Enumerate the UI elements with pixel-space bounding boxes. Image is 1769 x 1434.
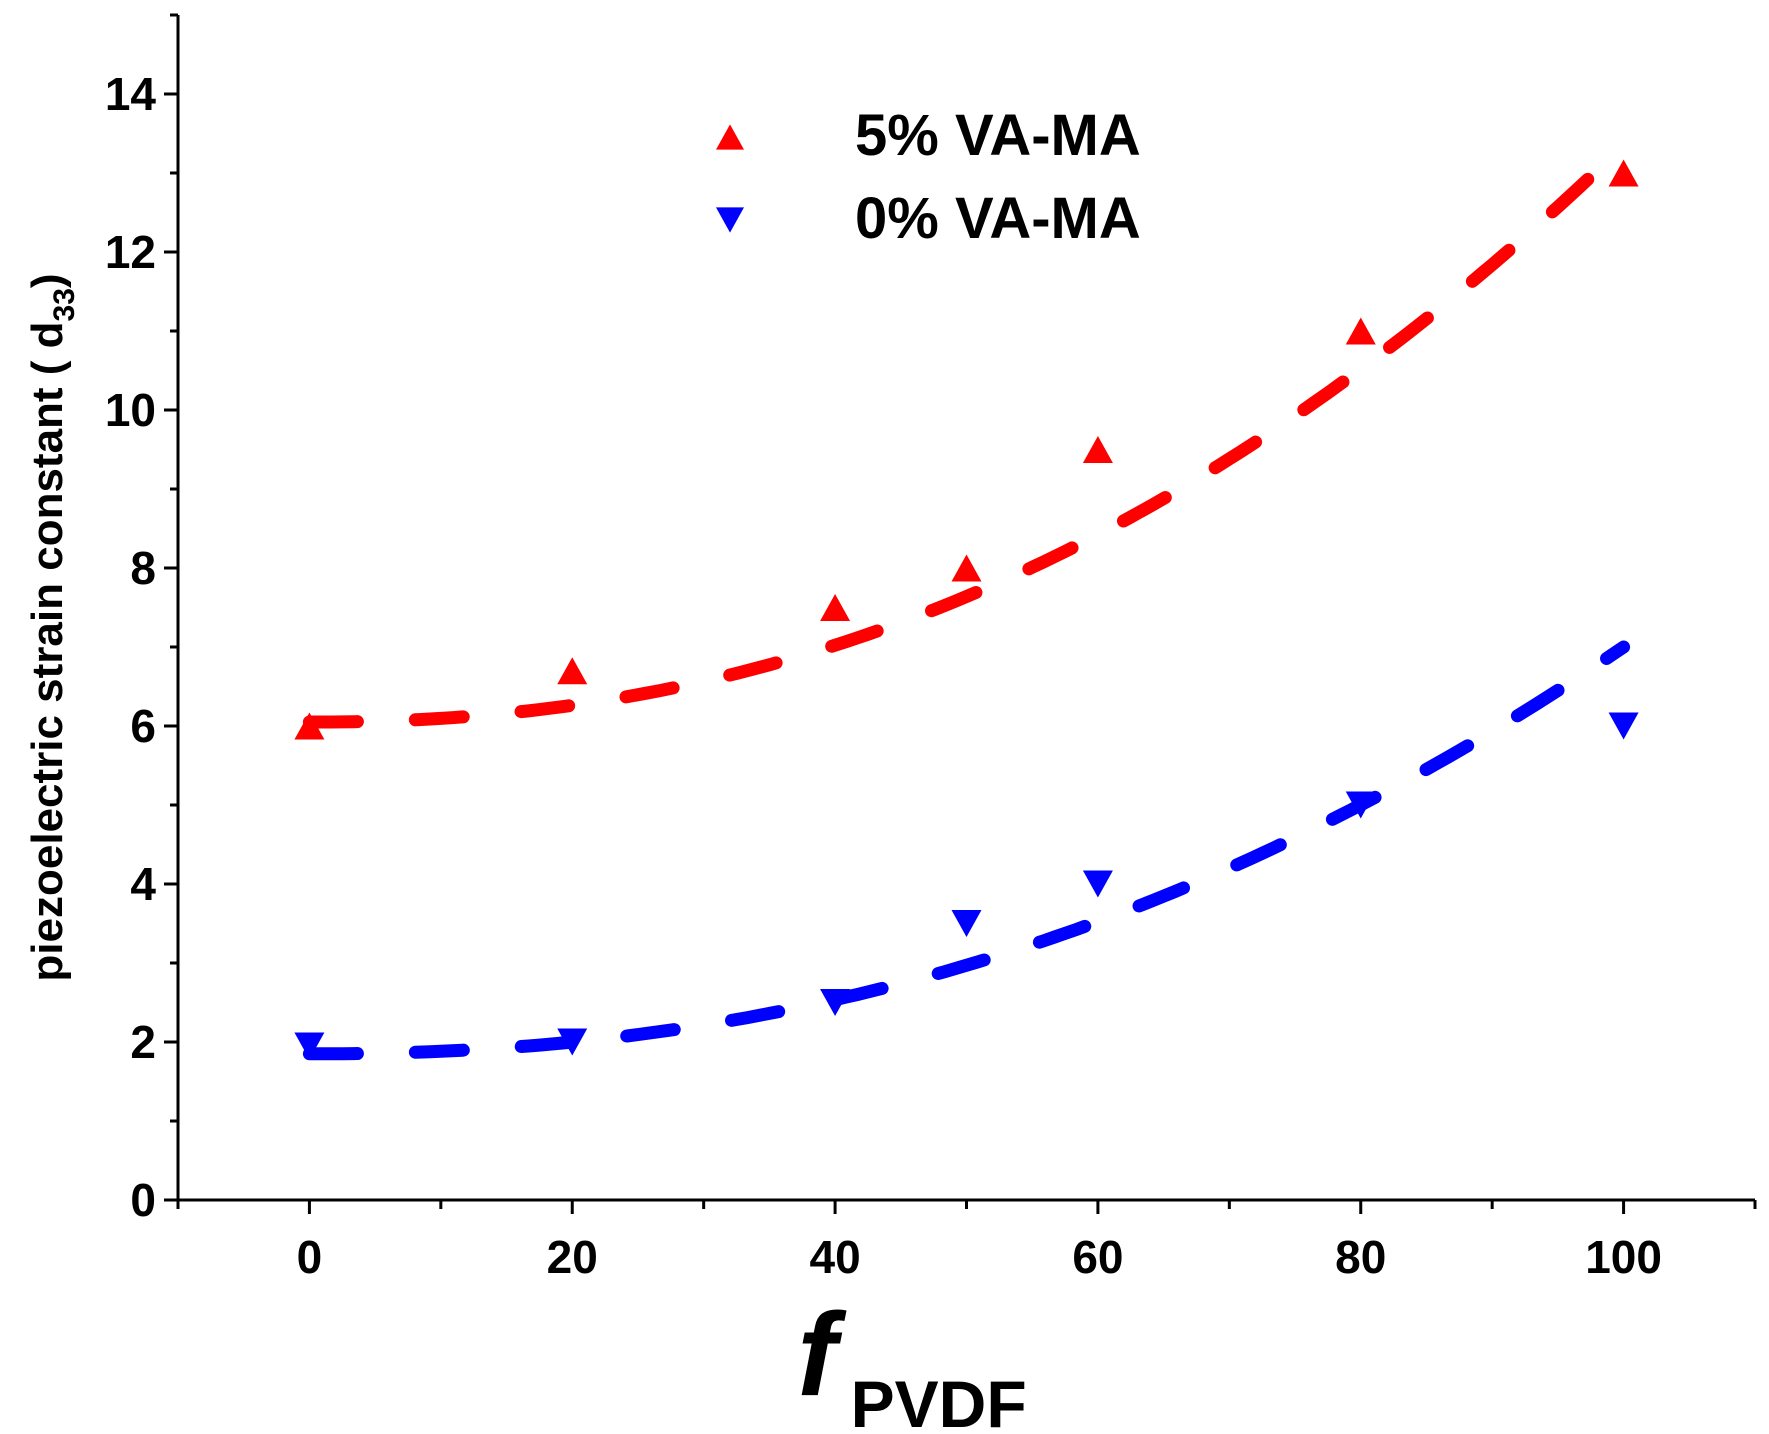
- data-point: [1082, 436, 1113, 463]
- data-point: [820, 594, 851, 621]
- legend-label: 0% VA-MA: [855, 186, 1141, 251]
- data-point: [557, 1028, 588, 1056]
- data-point: [951, 554, 982, 582]
- x-tick-label: 80: [1335, 1231, 1386, 1283]
- data-point: [294, 712, 325, 740]
- x-axis-label: f PVDF: [797, 1289, 1026, 1434]
- data-point: [820, 989, 851, 1016]
- x-axis-label-sub: PVDF: [851, 1367, 1027, 1434]
- data-point: [1082, 870, 1113, 898]
- fit-lines: [302, 138, 1631, 1061]
- y-tick-label: 14: [105, 68, 157, 120]
- data-point: [557, 657, 588, 685]
- y-axis-label-main: piezoelectric strain constant ( d: [23, 321, 72, 981]
- y-axis-label-sub: 33: [48, 288, 81, 321]
- y-tick-label: 6: [130, 700, 156, 752]
- x-tick-label: 100: [1585, 1231, 1662, 1283]
- data-point: [1608, 712, 1639, 740]
- x-tick-label: 40: [809, 1231, 860, 1283]
- y-tick-label: 4: [130, 858, 156, 910]
- legend-marker: [716, 207, 744, 233]
- data-point: [1345, 791, 1376, 819]
- legend-label: 5% VA-MA: [855, 103, 1141, 168]
- y-tick-label: 8: [130, 542, 156, 594]
- x-tick-label: 20: [547, 1231, 598, 1283]
- x-tick-label: 0: [297, 1231, 323, 1283]
- x-tick-label: 60: [1072, 1231, 1123, 1283]
- y-axis-label: piezoelectric strain constant ( d33): [23, 273, 81, 981]
- y-tick-label: 12: [105, 226, 156, 278]
- y-tick-label: 2: [130, 1016, 156, 1068]
- y-tick-label: 0: [130, 1174, 156, 1226]
- fit-line-1: [302, 138, 1631, 729]
- y-tick-label: 10: [105, 384, 156, 436]
- data-markers: [294, 159, 1639, 1060]
- axes: 0 2 4 6 8 10 12 14 0 20 40 60 80 100: [105, 13, 1757, 1283]
- data-point: [951, 910, 982, 937]
- fit-line-2: [302, 640, 1631, 1061]
- data-point: [1345, 317, 1376, 345]
- data-point: [294, 1032, 325, 1060]
- legend-marker: [716, 124, 744, 150]
- data-point: [1608, 159, 1639, 187]
- y-axis-label-close: ): [23, 273, 72, 288]
- legend: 5% VA-MA 0% VA-MA: [716, 103, 1141, 251]
- x-axis-label-main: f: [797, 1289, 847, 1421]
